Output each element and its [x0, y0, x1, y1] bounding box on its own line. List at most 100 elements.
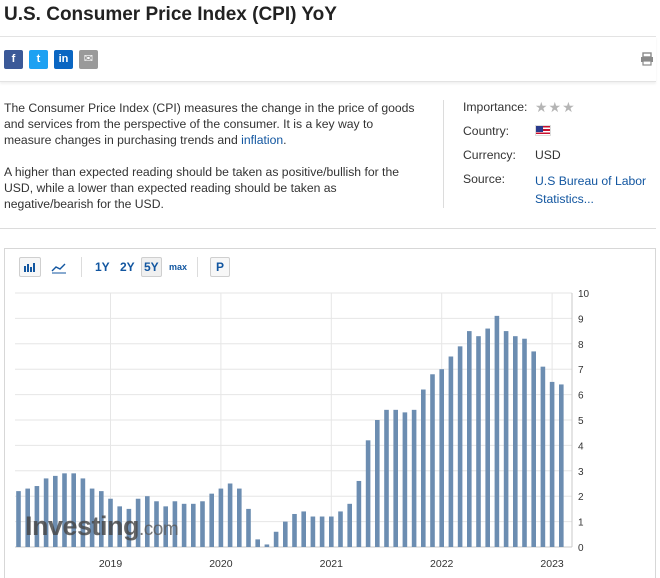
cpi-bar [246, 508, 251, 547]
cpi-bar [191, 503, 196, 547]
x-tick-label: 2022 [430, 558, 454, 570]
cpi-bar [356, 480, 362, 547]
cpi-bar [319, 516, 325, 547]
vertical-divider [443, 100, 444, 208]
cpi-bar [273, 531, 279, 547]
cpi-bar [126, 508, 132, 547]
cpi-bar [411, 409, 417, 547]
y-tick-label: 5 [578, 416, 584, 427]
inflation-link[interactable]: inflation [241, 133, 284, 147]
toolbar-divider [81, 257, 82, 277]
investing-watermark: Investing.com [25, 511, 179, 542]
y-tick-label: 7 [578, 365, 584, 376]
cpi-bar [540, 366, 546, 547]
y-tick-label: 3 [578, 467, 584, 478]
cpi-bar [117, 506, 122, 547]
cpi-bar [448, 356, 454, 547]
cpi-bar [145, 496, 150, 547]
range-2y-button[interactable]: 2Y [120, 260, 135, 274]
cpi-bar [476, 336, 481, 547]
cpi-bar [531, 351, 536, 547]
y-tick-label: 9 [578, 314, 584, 325]
x-tick-label: 2020 [209, 558, 233, 570]
cpi-bar [43, 478, 49, 547]
p-button[interactable]: P [210, 257, 230, 277]
page-title: U.S. Consumer Price Index (CPI) YoY [4, 4, 337, 25]
cpi-bar [53, 475, 58, 547]
cpi-bar [163, 506, 168, 547]
y-tick-label: 10 [578, 289, 590, 300]
y-tick-label: 0 [578, 543, 584, 554]
horizontal-divider [0, 228, 656, 229]
cpi-bar [108, 498, 113, 547]
cpi-bar [522, 338, 527, 547]
us-flag-icon [535, 124, 551, 138]
cpi-bar [200, 501, 205, 547]
line-chart-icon[interactable] [48, 257, 70, 277]
cpi-bar [347, 503, 352, 547]
cpi-bar [457, 346, 463, 547]
cpi-bar [255, 539, 260, 547]
cpi-bar [227, 483, 233, 547]
description-text: The Consumer Price Index (CPI) measures … [4, 101, 415, 147]
cpi-bar [25, 488, 30, 547]
cpi-bar-chart: 0 1 2 3 4 5 6 7 8 9 10 2019 2020 2021 2022 2023 [15, 289, 590, 570]
x-tick-label: 2023 [540, 558, 564, 570]
cpi-bar [430, 374, 435, 547]
currency-value: USD [535, 148, 561, 162]
source-label: Source: [463, 172, 506, 186]
range-5y-button[interactable]: 5Y [141, 257, 162, 277]
y-tick-label: 1 [578, 518, 584, 529]
cpi-bar [549, 381, 555, 547]
cpi-bar [71, 473, 76, 547]
cpi-bar [62, 473, 67, 547]
cpi-bar [421, 389, 426, 547]
cpi-bar [264, 544, 270, 547]
cpi-bar [135, 498, 141, 547]
twitter-share-button[interactable]: t [29, 50, 48, 69]
indicator-description: The Consumer Price Index (CPI) measures … [4, 100, 419, 228]
y-tick-label: 8 [578, 340, 584, 351]
cpi-bar [513, 336, 518, 547]
facebook-share-button[interactable]: f [4, 50, 23, 69]
print-icon[interactable] [640, 52, 654, 66]
description-paragraph-2: A higher than expected reading should be… [4, 165, 400, 211]
source-link[interactable]: U.S Bureau of Labor Statistics... [535, 174, 647, 206]
cpi-bar [154, 501, 159, 547]
x-tick-label: 2021 [320, 558, 344, 570]
range-max-button[interactable]: max [169, 262, 188, 272]
cpi-bar [439, 369, 444, 547]
currency-label: Currency: [463, 148, 516, 162]
cpi-bar [329, 516, 334, 547]
cpi-bar [494, 315, 500, 547]
cpi-bar [16, 491, 21, 547]
importance-stars-icon: ★★★ [535, 99, 576, 115]
chart-toolbar: 1Y 2Y 5Y max P [5, 249, 655, 285]
cpi-bar [310, 516, 316, 547]
cpi-bar [209, 493, 214, 547]
cpi-bar [292, 513, 297, 547]
email-share-button[interactable]: ✉ [79, 50, 98, 69]
country-label: Country: [463, 124, 510, 138]
cpi-bar [384, 409, 389, 547]
cpi-bar [467, 331, 472, 547]
toolbar-divider [197, 257, 198, 277]
y-tick-label: 4 [578, 441, 584, 452]
range-1y-button[interactable]: 1Y [95, 260, 110, 274]
cpi-bar [338, 511, 343, 547]
cpi-bar [485, 328, 490, 547]
cpi-bar [375, 420, 380, 547]
cpi-bar [34, 486, 40, 547]
linkedin-share-button[interactable]: in [54, 50, 73, 69]
watermark-suffix: .com [139, 519, 179, 540]
bar-chart-icon[interactable] [19, 257, 41, 277]
cpi-bar [283, 521, 288, 547]
cpi-bar [301, 511, 306, 547]
description-paragraph-1: The Consumer Price Index (CPI) measures … [4, 100, 419, 148]
cpi-bar [218, 488, 224, 547]
cpi-bar [237, 488, 242, 547]
cpi-bar [365, 440, 371, 547]
cpi-bar [402, 412, 408, 547]
watermark-main: Investing [25, 511, 140, 541]
cpi-bar [80, 478, 86, 547]
